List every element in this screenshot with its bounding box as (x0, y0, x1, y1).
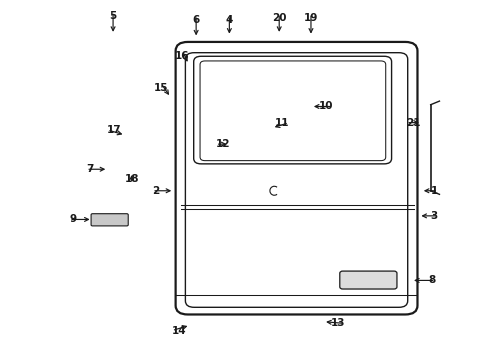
Text: 10: 10 (318, 102, 333, 112)
Text: 16: 16 (175, 51, 190, 61)
Text: 8: 8 (428, 275, 436, 285)
Text: 4: 4 (226, 15, 233, 25)
Text: 1: 1 (431, 186, 438, 196)
Text: 15: 15 (154, 83, 168, 93)
Text: 2: 2 (152, 186, 159, 196)
Text: 6: 6 (193, 15, 200, 25)
Text: 14: 14 (172, 325, 186, 336)
Text: 19: 19 (304, 13, 318, 23)
Text: 5: 5 (109, 12, 117, 22)
Text: 12: 12 (216, 139, 230, 149)
Text: 7: 7 (86, 164, 94, 174)
Text: 20: 20 (272, 13, 287, 23)
Text: 17: 17 (107, 125, 122, 135)
Text: 11: 11 (274, 118, 289, 128)
Text: 9: 9 (69, 215, 76, 224)
Text: 3: 3 (431, 211, 438, 221)
FancyBboxPatch shape (91, 214, 128, 226)
FancyBboxPatch shape (340, 271, 397, 289)
Text: 18: 18 (124, 174, 139, 184)
Text: 21: 21 (406, 118, 421, 128)
Text: 13: 13 (331, 319, 345, 328)
